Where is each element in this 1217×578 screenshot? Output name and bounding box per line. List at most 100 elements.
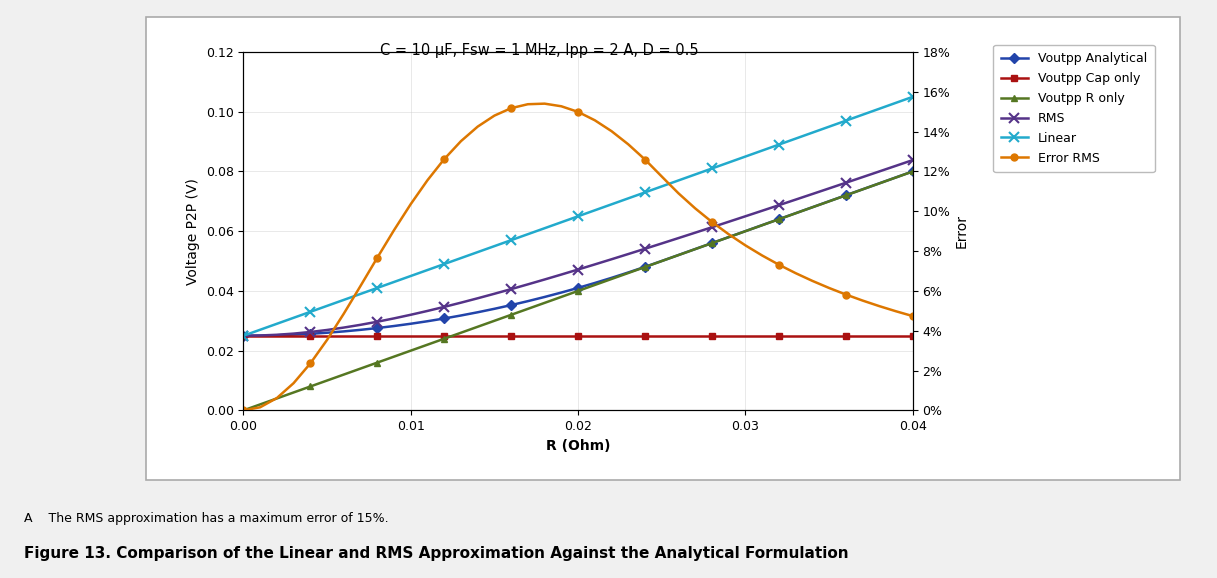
- Linear: [789, 135, 803, 142]
- Voutpp Analytical: [403, 320, 419, 327]
- RMS: [604, 256, 618, 263]
- Voutpp R only: [571, 287, 585, 294]
- RMS: [236, 332, 251, 339]
- Linear: [905, 94, 920, 101]
- Text: C = 10 μF, Fsw = 1 MHz, Ipp = 2 A, D = 0.5: C = 10 μF, Fsw = 1 MHz, Ipp = 2 A, D = 0…: [380, 43, 699, 58]
- Voutpp Cap only: [638, 332, 652, 339]
- Voutpp Cap only: [772, 332, 786, 339]
- Error RMS: [470, 123, 484, 130]
- Line: Voutpp Analytical: Voutpp Analytical: [240, 168, 916, 339]
- Voutpp Cap only: [370, 332, 385, 339]
- Error RMS: [672, 190, 686, 197]
- RMS: [688, 229, 702, 236]
- RMS: [504, 286, 518, 292]
- Linear: [772, 141, 786, 148]
- Voutpp Analytical: [856, 186, 870, 193]
- Voutpp R only: [755, 222, 769, 229]
- Linear: [538, 225, 553, 232]
- X-axis label: R (Ohm): R (Ohm): [546, 439, 610, 453]
- Voutpp R only: [905, 168, 920, 175]
- Voutpp R only: [588, 281, 602, 288]
- RMS: [821, 185, 836, 192]
- Linear: [638, 189, 652, 196]
- Error RMS: [688, 205, 702, 212]
- Voutpp Cap only: [387, 332, 402, 339]
- Linear: [253, 326, 268, 333]
- Voutpp R only: [604, 276, 618, 283]
- Error RMS: [370, 254, 385, 261]
- Line: RMS: RMS: [239, 155, 918, 340]
- Voutpp Cap only: [336, 332, 350, 339]
- Voutpp Cap only: [420, 332, 434, 339]
- RMS: [454, 299, 469, 306]
- Voutpp Cap only: [538, 332, 553, 339]
- Error RMS: [905, 313, 920, 320]
- Linear: [370, 284, 385, 291]
- RMS: [253, 332, 268, 339]
- Voutpp Cap only: [437, 332, 452, 339]
- Voutpp Cap only: [905, 332, 920, 339]
- Voutpp Cap only: [454, 332, 469, 339]
- Error RMS: [705, 218, 719, 225]
- Voutpp Cap only: [403, 332, 419, 339]
- Error RMS: [387, 227, 402, 234]
- Voutpp Cap only: [705, 332, 719, 339]
- Voutpp Cap only: [269, 332, 284, 339]
- Voutpp R only: [772, 216, 786, 223]
- Y-axis label: Voltage P2P (V): Voltage P2P (V): [186, 178, 200, 284]
- Voutpp Analytical: [638, 264, 652, 271]
- Voutpp Analytical: [806, 204, 820, 211]
- Error RMS: [755, 252, 769, 259]
- Voutpp R only: [621, 269, 635, 276]
- Voutpp Cap only: [470, 332, 484, 339]
- Error RMS: [856, 297, 870, 304]
- Voutpp R only: [806, 204, 820, 211]
- Error RMS: [320, 336, 335, 343]
- Linear: [420, 266, 434, 273]
- Error RMS: [420, 177, 434, 184]
- Line: Voutpp Cap only: Voutpp Cap only: [240, 332, 916, 339]
- RMS: [672, 235, 686, 242]
- Voutpp Cap only: [672, 332, 686, 339]
- Error RMS: [236, 407, 251, 414]
- Linear: [336, 297, 350, 303]
- Voutpp Cap only: [571, 332, 585, 339]
- Linear: [871, 105, 886, 112]
- Error RMS: [738, 242, 752, 249]
- Voutpp Cap only: [487, 332, 501, 339]
- RMS: [571, 266, 585, 273]
- Error RMS: [303, 360, 318, 367]
- Error RMS: [638, 156, 652, 163]
- Voutpp Cap only: [722, 332, 736, 339]
- Voutpp R only: [420, 341, 434, 348]
- Voutpp R only: [470, 323, 484, 330]
- Linear: [571, 213, 585, 220]
- Error RMS: [789, 270, 803, 277]
- Error RMS: [722, 231, 736, 238]
- Error RMS: [269, 395, 284, 402]
- Error RMS: [888, 308, 903, 315]
- Voutpp Analytical: [521, 298, 535, 305]
- RMS: [638, 245, 652, 252]
- Voutpp R only: [554, 294, 568, 301]
- Voutpp Analytical: [336, 328, 350, 335]
- Voutpp Cap only: [806, 332, 820, 339]
- Voutpp R only: [504, 312, 518, 318]
- RMS: [554, 271, 568, 278]
- Legend: Voutpp Analytical, Voutpp Cap only, Voutpp R only, RMS, Linear, Error RMS: Voutpp Analytical, Voutpp Cap only, Vout…: [993, 45, 1155, 172]
- Line: Linear: Linear: [239, 92, 918, 340]
- Error RMS: [772, 261, 786, 268]
- Voutpp Analytical: [688, 246, 702, 253]
- Voutpp R only: [705, 240, 719, 247]
- Linear: [403, 273, 419, 280]
- RMS: [905, 157, 920, 164]
- Linear: [621, 195, 635, 202]
- Voutpp R only: [688, 246, 702, 253]
- Linear: [821, 123, 836, 130]
- Voutpp R only: [839, 192, 853, 199]
- Error RMS: [538, 100, 553, 107]
- Voutpp Analytical: [738, 228, 752, 235]
- Voutpp R only: [353, 365, 368, 372]
- Voutpp Analytical: [705, 240, 719, 247]
- Voutpp Cap only: [738, 332, 752, 339]
